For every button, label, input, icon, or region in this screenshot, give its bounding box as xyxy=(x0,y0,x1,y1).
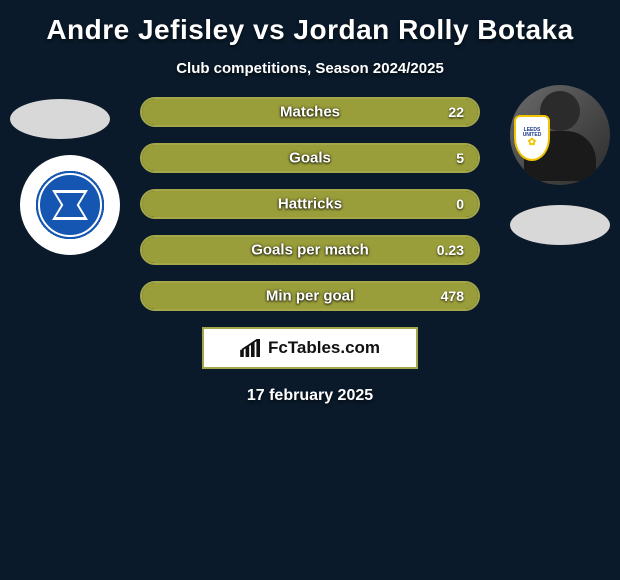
stat-value-right: 478 xyxy=(441,288,464,304)
comparison-panel: LEEDS UNITED ✿ Matches 22 Goals 5 Hattricks 0… xyxy=(0,97,620,405)
stat-bar: Hattricks 0 xyxy=(140,189,480,219)
stat-label: Matches xyxy=(280,104,340,121)
bar-chart-icon xyxy=(240,339,262,357)
stat-bar: Min per goal 478 xyxy=(140,281,480,311)
right-player-avatar: LEEDS UNITED ✿ xyxy=(510,85,610,185)
stat-value-right: 0.23 xyxy=(437,242,464,258)
stat-label: Goals xyxy=(289,150,331,167)
left-club-logo xyxy=(20,155,120,255)
brand-box: FcTables.com xyxy=(202,327,418,369)
stat-value-right: 0 xyxy=(456,196,464,212)
date-text: 17 february 2025 xyxy=(0,387,620,405)
stat-bars: Matches 22 Goals 5 Hattricks 0 Goals per match… xyxy=(140,97,480,311)
stat-bar: Goals 5 xyxy=(140,143,480,173)
brand-text: FcTables.com xyxy=(268,338,380,358)
stat-bar: Matches 22 xyxy=(140,97,480,127)
stat-value-right: 5 xyxy=(456,150,464,166)
page-title: Andre Jefisley vs Jordan Rolly Botaka xyxy=(0,0,620,46)
right-club-logo-placeholder xyxy=(510,205,610,245)
stat-label: Min per goal xyxy=(266,288,354,305)
subtitle: Club competitions, Season 2024/2025 xyxy=(0,60,620,77)
maccabi-badge-icon xyxy=(31,166,109,244)
stat-label: Hattricks xyxy=(278,196,342,213)
stat-bar: Goals per match 0.23 xyxy=(140,235,480,265)
left-player-avatar-placeholder xyxy=(10,99,110,139)
stat-value-right: 22 xyxy=(448,104,464,120)
leeds-badge-icon: LEEDS UNITED ✿ xyxy=(514,115,550,161)
stat-label: Goals per match xyxy=(251,242,369,259)
